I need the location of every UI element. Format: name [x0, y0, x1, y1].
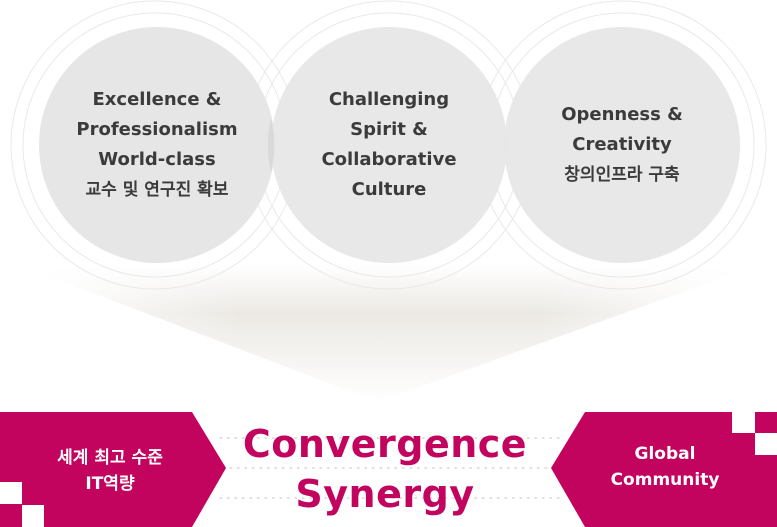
- right-label-line-2: Community: [610, 470, 720, 490]
- value-3-line-1: Openness &: [561, 104, 683, 125]
- value-3-korean: 창의인프라 구축: [564, 165, 680, 185]
- dotted-lines: [219, 437, 566, 499]
- value-1-korean: 교수 및 연구진 확보: [85, 180, 229, 200]
- value-2-line-3: Collaborative: [321, 149, 457, 170]
- left-label-line-1: 세계 최고 수준: [57, 448, 163, 468]
- value-2-line-2: Spirit &: [350, 119, 428, 140]
- value-3-line-2: Creativity: [572, 134, 672, 155]
- right-banner: [551, 412, 777, 527]
- value-text-2: Challenging Spirit & Collaborative Cultu…: [289, 65, 489, 225]
- value-1-line-1: Excellence &: [92, 89, 222, 110]
- left-banner: [0, 412, 226, 527]
- value-2-line-1: Challenging: [328, 89, 450, 110]
- value-1-line-3: World-class: [98, 149, 216, 170]
- value-1-line-2: Professionalism: [76, 119, 238, 140]
- value-circle-3: [504, 27, 740, 263]
- right-banner-label: Global Community: [585, 436, 745, 498]
- center-title-line-1: Convergence: [242, 422, 528, 466]
- value-text-1: Excellence & Professionalism World-class…: [57, 65, 257, 225]
- value-circle-2: [271, 27, 507, 263]
- right-label-line-1: Global: [634, 444, 696, 464]
- center-title-line-2: Synergy: [295, 472, 475, 516]
- left-banner-label: 세계 최고 수준 IT역량: [20, 440, 200, 502]
- value-circle-1: [39, 27, 275, 263]
- value-text-3: Openness & Creativity 창의인프라 구축: [522, 80, 722, 210]
- center-title: Convergence Synergy: [230, 414, 540, 524]
- value-2-line-4: Culture: [351, 179, 427, 200]
- left-label-line-2: IT역량: [85, 474, 135, 494]
